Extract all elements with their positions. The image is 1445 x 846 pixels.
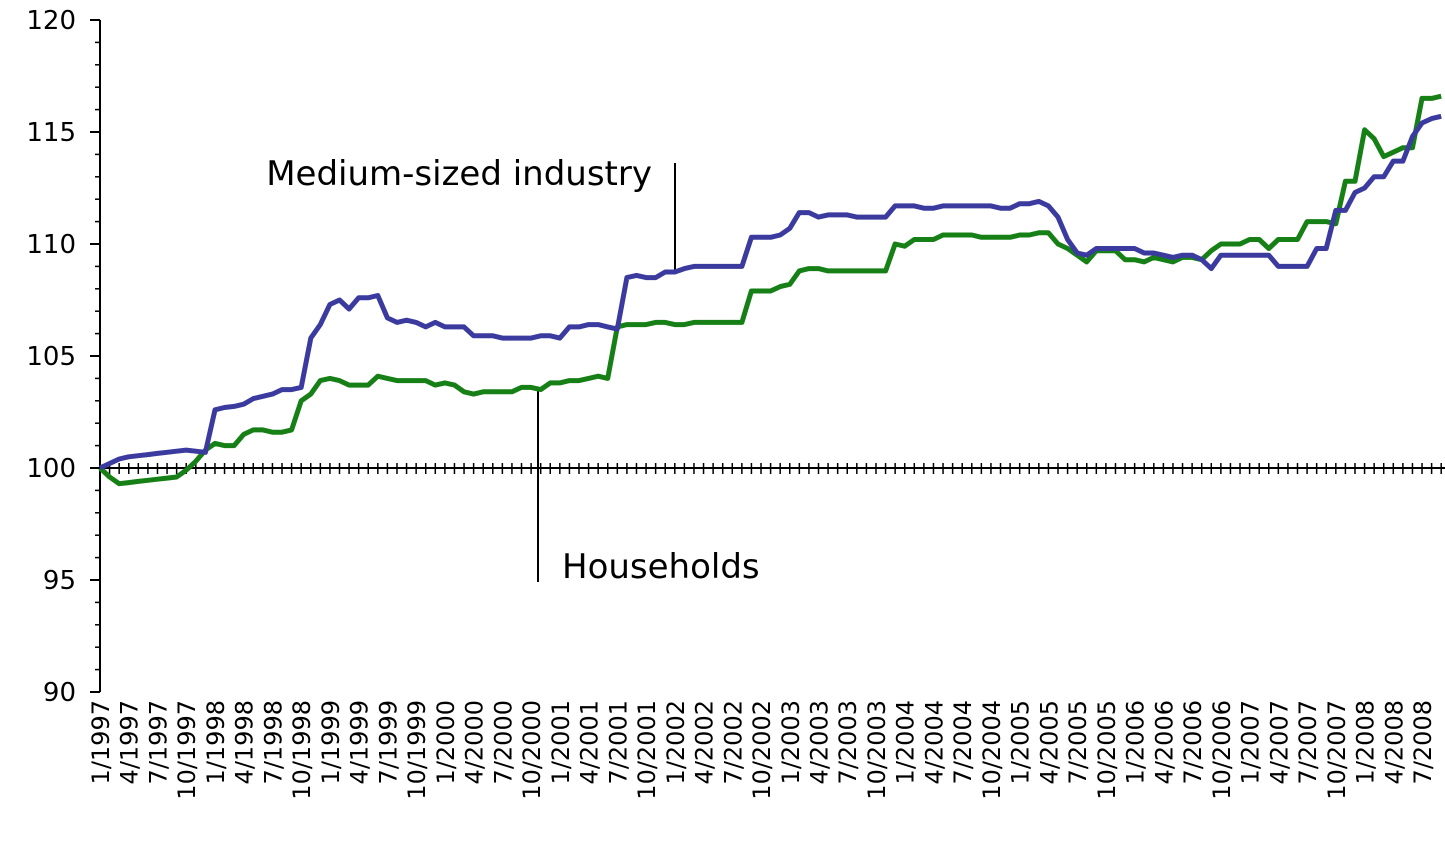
- x-tick-label: 4/1999: [346, 700, 374, 784]
- x-tick-label: 10/2002: [748, 700, 776, 800]
- x-tick-label: 1/2008: [1352, 700, 1380, 784]
- x-tick-label: 1/2002: [662, 700, 690, 784]
- x-tick-label: 4/2007: [1265, 700, 1293, 784]
- y-tick-label: 100: [26, 454, 76, 484]
- y-tick-label: 105: [26, 342, 76, 372]
- x-tick-label: 4/2000: [461, 700, 489, 784]
- x-tick-label: 7/2002: [719, 700, 747, 784]
- x-tick-label: 10/2003: [863, 700, 891, 800]
- x-tick-label: 1/2001: [547, 700, 575, 784]
- series-line: [98, 93, 1442, 487]
- x-tick-label: 10/2006: [1208, 700, 1236, 800]
- x-tick-label: 7/2005: [1064, 700, 1092, 784]
- x-tick-label: 7/2003: [834, 700, 862, 784]
- x-tick-label: 1/2007: [1237, 700, 1265, 784]
- x-tick-label: 7/1999: [374, 700, 402, 784]
- x-tick-label: 1/1997: [87, 700, 115, 784]
- x-tick-label: 10/2001: [633, 700, 661, 800]
- y-tick-label: 115: [26, 118, 76, 148]
- x-tick-label: 4/2002: [691, 700, 719, 784]
- x-tick-label: 4/2004: [920, 700, 948, 784]
- x-tick-label: 10/1997: [173, 700, 201, 800]
- series-label: Medium-sized industry: [266, 154, 652, 194]
- x-tick-label: 7/1997: [144, 700, 172, 784]
- x-tick-label: 4/2008: [1380, 700, 1408, 784]
- x-tick-label: 7/2001: [604, 700, 632, 784]
- x-tick-label: 7/2004: [949, 700, 977, 784]
- x-tick-label: 4/1998: [231, 700, 259, 784]
- y-tick-label: 95: [43, 566, 76, 596]
- y-tick-label: 110: [26, 230, 76, 260]
- x-tick-label: 10/1998: [288, 700, 316, 800]
- x-tick-label: 10/2000: [518, 700, 546, 800]
- x-tick-label: 10/1999: [403, 700, 431, 800]
- x-tick-label: 4/2003: [806, 700, 834, 784]
- series-line: [98, 113, 1442, 471]
- x-tick-label: 4/2006: [1150, 700, 1178, 784]
- x-tick-label: 7/2007: [1294, 700, 1322, 784]
- x-tick-label: 1/2004: [892, 700, 920, 784]
- y-tick-label: 90: [43, 678, 76, 708]
- x-tick-label: 10/2004: [978, 700, 1006, 800]
- series-label: Households: [562, 547, 760, 587]
- x-tick-label: 1/2000: [432, 700, 460, 784]
- y-tick-label: 120: [26, 6, 76, 36]
- x-tick-label: 7/2008: [1409, 700, 1437, 784]
- x-tick-label: 1/2005: [1007, 700, 1035, 784]
- x-tick-label: 1/1999: [317, 700, 345, 784]
- x-tick-label: 10/2007: [1323, 700, 1351, 800]
- x-tick-label: 7/2000: [489, 700, 517, 784]
- x-tick-label: 4/2005: [1035, 700, 1063, 784]
- x-tick-label: 1/2003: [777, 700, 805, 784]
- x-tick-label: 7/2006: [1179, 700, 1207, 784]
- x-tick-label: 1/1998: [202, 700, 230, 784]
- x-tick-label: 7/1998: [259, 700, 287, 784]
- x-tick-label: 10/2005: [1093, 700, 1121, 800]
- x-tick-label: 4/1997: [116, 700, 144, 784]
- x-tick-label: 4/2001: [576, 700, 604, 784]
- x-tick-label: 1/2006: [1122, 700, 1150, 784]
